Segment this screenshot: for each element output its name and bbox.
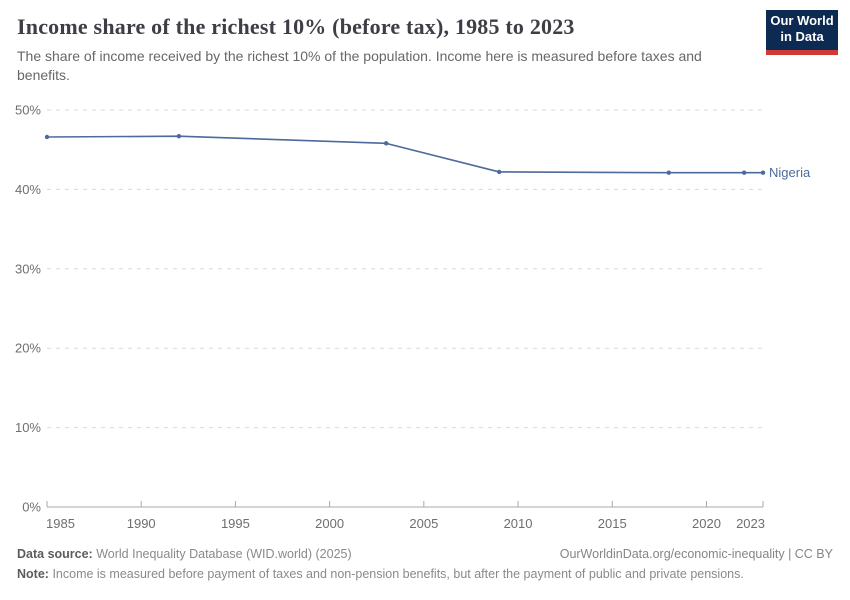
data-source-text: World Inequality Database (WID.world) (2… — [96, 547, 352, 561]
data-source-label: Data source: — [17, 547, 93, 561]
series-label: Nigeria — [769, 165, 811, 180]
y-axis-label: 20% — [15, 341, 41, 356]
owid-logo[interactable]: Our World in Data — [766, 10, 838, 55]
x-axis-label: 1995 — [221, 516, 250, 531]
data-point — [176, 134, 182, 139]
chart-subtitle: The share of income received by the rich… — [17, 48, 702, 83]
x-axis-label: 2023 — [736, 516, 765, 531]
x-axis-label: 2015 — [598, 516, 627, 531]
data-point — [44, 134, 50, 140]
data-point — [383, 141, 389, 146]
chart-note: Note: Income is measured before payment … — [17, 567, 833, 581]
chart-header: Income share of the richest 10% (before … — [17, 10, 838, 84]
data-point — [760, 170, 766, 175]
note-text: Income is measured before payment of tax… — [52, 567, 744, 581]
x-axis-label: 1990 — [127, 516, 156, 531]
x-axis-label: 2005 — [409, 516, 438, 531]
line-chart[interactable]: 0% 10% 20% 30% 40% 50% 1985 1990 1995 2000 2005 201… — [0, 90, 850, 540]
y-axis-label: 0% — [22, 500, 41, 515]
credit-link[interactable]: OurWorldinData.org/economic-inequality |… — [559, 547, 833, 561]
y-axis-label: 50% — [15, 103, 41, 118]
data-point — [741, 170, 747, 175]
owid-logo-line1: Our World — [770, 13, 834, 28]
y-axis-label: 30% — [15, 261, 41, 276]
y-axis-label: 40% — [15, 182, 41, 197]
chart-title: Income share of the richest 10% (before … — [17, 14, 575, 39]
data-source: Data source: World Inequality Database (… — [17, 547, 352, 561]
note-label: Note: — [17, 567, 49, 581]
x-axis-label: 2020 — [692, 516, 721, 531]
x-axis-label: 2000 — [315, 516, 344, 531]
y-axis-label: 10% — [15, 420, 41, 435]
x-axis-label: 1985 — [46, 516, 75, 531]
data-line — [46, 135, 763, 174]
owid-logo-line2: in Data — [780, 29, 824, 44]
chart-footer: Data source: World Inequality Database (… — [17, 547, 833, 581]
x-axis-label: 2010 — [504, 516, 533, 531]
data-point — [497, 169, 502, 175]
data-point — [666, 170, 671, 175]
